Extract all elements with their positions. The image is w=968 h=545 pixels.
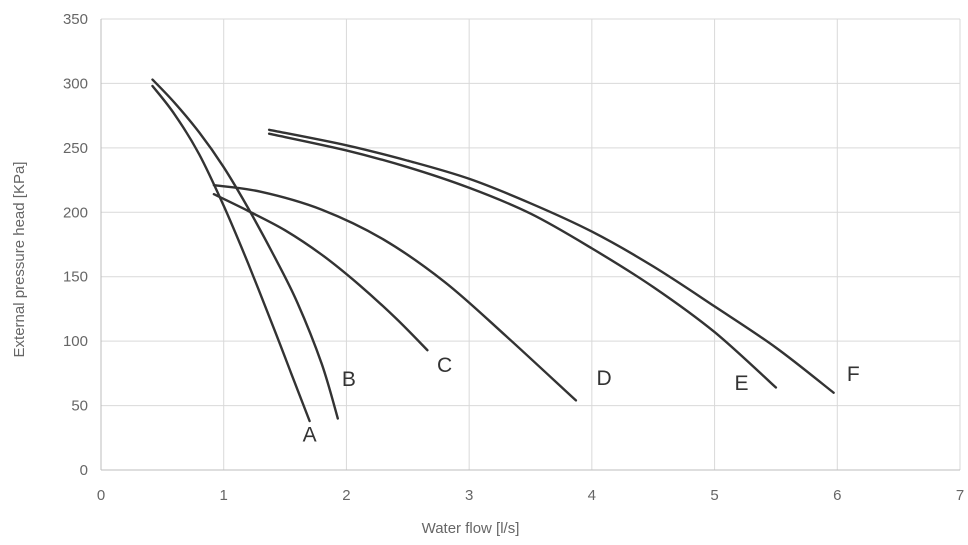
- x-tick-label: 2: [342, 487, 350, 504]
- y-tick-label: 300: [63, 75, 88, 92]
- y-tick-label: 150: [63, 269, 88, 286]
- curve-c: [212, 193, 429, 352]
- curves: [151, 78, 835, 423]
- curve-f: [267, 128, 835, 394]
- grid: [101, 18, 961, 470]
- y-tick-label: 100: [63, 333, 88, 350]
- curve-label-c: C: [437, 354, 452, 377]
- x-tick-label: 7: [956, 487, 964, 504]
- y-tick-label: 250: [63, 140, 88, 157]
- curve-label-a: A: [303, 424, 317, 447]
- tick-labels: 0 50 100 150 200 250 300 350 0 1 2 3 4 5 6 7: [63, 11, 964, 504]
- curve-label-b: B: [342, 368, 356, 391]
- y-tick-label: 50: [71, 398, 88, 415]
- x-tick-label: 4: [588, 487, 596, 504]
- x-axis-title: Water flow [l/s]: [422, 520, 520, 537]
- x-tick-label: 5: [710, 487, 718, 504]
- y-tick-label: 0: [80, 462, 88, 479]
- curve-b: [151, 78, 339, 420]
- x-tick-label: 3: [465, 487, 473, 504]
- curve-d: [212, 184, 578, 402]
- axes: [100, 19, 960, 471]
- y-tick-label: 350: [63, 11, 88, 28]
- y-axis-title: External pressure head [KPa]: [11, 162, 28, 358]
- curve-label-d: D: [597, 367, 612, 390]
- curve-a: [151, 84, 311, 423]
- x-tick-label: 0: [97, 487, 105, 504]
- y-tick-label: 200: [63, 204, 88, 221]
- curve-annotations: A B C D E F: [303, 354, 860, 447]
- x-tick-label: 1: [220, 487, 228, 504]
- curve-e: [267, 132, 778, 389]
- x-tick-label: 6: [833, 487, 841, 504]
- curve-label-e: E: [735, 372, 749, 395]
- curve-label-f: F: [847, 363, 860, 386]
